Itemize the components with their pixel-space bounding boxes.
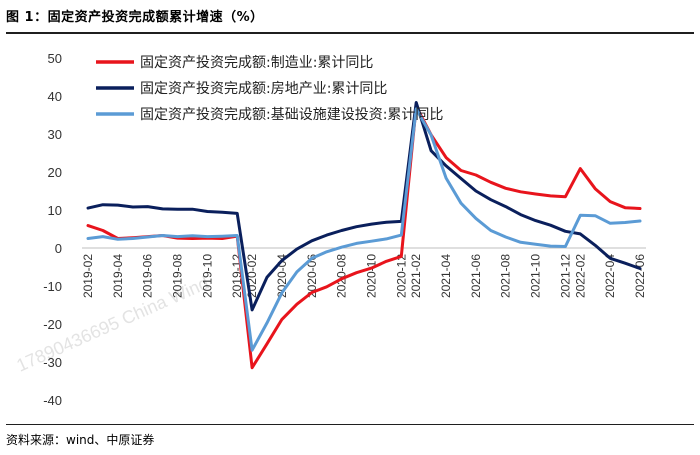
x-tick-label: 2020-06 (305, 254, 319, 298)
y-tick-label: 30 (48, 127, 62, 142)
footer-divider (6, 424, 694, 425)
x-axis-ticks: 2019-02 2019-04 2019-06 2019-08 2019-10 2019-… (81, 254, 647, 298)
y-tick-label: 40 (48, 89, 62, 104)
x-tick-label: 2019-06 (141, 254, 155, 298)
legend-label-2: 固定资产投资完成额:房地产业:累计同比 (140, 81, 387, 97)
series-line-3 (86, 107, 642, 352)
y-tick-label: -10 (43, 279, 62, 294)
x-tick-label: 2021-10 (529, 254, 543, 298)
x-tick-label: 2019-08 (171, 254, 185, 298)
x-tick-label: 2021-02 (409, 254, 423, 298)
series-line-2 (86, 101, 642, 312)
source-note: 资料来源：wind、中原证券 (6, 433, 155, 447)
x-tick-label: 2019-02 (81, 254, 95, 298)
x-tick-label: 2022-02 (573, 254, 587, 298)
x-tick-label: 2021-06 (469, 254, 483, 298)
y-tick-label: -30 (43, 355, 62, 370)
x-tick-label: 2019-04 (111, 254, 125, 298)
y-tick-label: 50 (48, 51, 62, 66)
y-tick-label: -40 (43, 393, 62, 408)
y-tick-label: 0 (55, 241, 62, 256)
page-title: 图 1：固定资产投资完成额累计增速（%） (6, 10, 264, 25)
series-line-1 (86, 104, 642, 370)
x-tick-label: 2022-04 (603, 254, 617, 298)
y-tick-label: 10 (48, 203, 62, 218)
x-tick-label: 2021-08 (499, 254, 513, 298)
y-tick-label: 20 (48, 165, 62, 180)
y-tick-label: -20 (43, 317, 62, 332)
y-axis-ticks: 50 40 30 20 10 0 -10 -20 -30 -40 (43, 51, 62, 408)
x-tick-label: 2022-06 (633, 254, 647, 298)
line-chart: 17890436695 China Wind 50403020100-10-20… (13, 51, 647, 408)
x-tick-label: 2020-10 (364, 254, 378, 298)
legend: 固定资产投资完成额:制造业:累计同比固定资产投资完成额:房地产业:累计同比固定资… (96, 55, 443, 123)
x-tick-label: 2020-08 (335, 254, 349, 298)
title-divider (6, 32, 694, 34)
series-lines (86, 101, 642, 370)
x-tick-label: 2021-12 (558, 254, 572, 298)
x-tick-label: 2019-10 (200, 254, 214, 298)
legend-label-3: 固定资产投资完成额:基础设施建设投资:累计同比 (140, 106, 443, 123)
x-tick-label: 2020-12 (394, 254, 408, 298)
legend-label-1: 固定资产投资完成额:制造业:累计同比 (140, 55, 373, 71)
x-tick-label: 2021-04 (439, 254, 453, 298)
